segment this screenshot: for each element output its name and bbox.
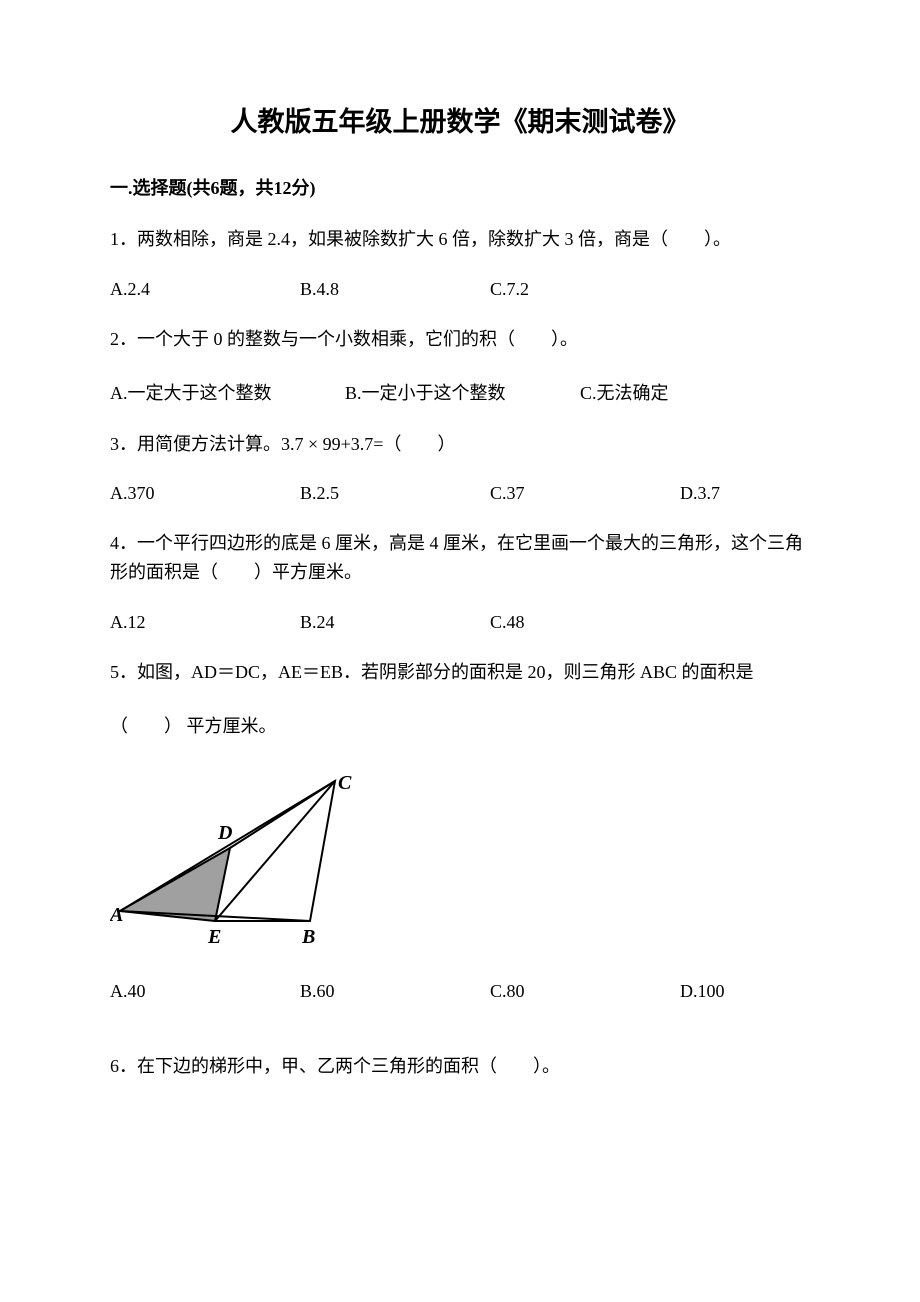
page-title: 人教版五年级上册数学《期末测试卷》: [110, 100, 810, 139]
question-2: 2．一个大于 0 的整数与一个小数相乘，它们的积（ ）。: [110, 325, 810, 354]
question-4: 4．一个平行四边形的底是 6 厘米，高是 4 厘米，在它里画一个最大的三角形，这…: [110, 529, 810, 587]
label-c: C: [338, 772, 352, 794]
q3-option-b: B.2.5: [300, 483, 490, 504]
label-d: D: [217, 822, 232, 844]
q4-option-a: A.12: [110, 612, 300, 633]
question-4-options: A.12 B.24 C.48: [110, 612, 810, 633]
line-dc: [230, 781, 335, 848]
question-1-options: A.2.4 B.4.8 C.7.2: [110, 279, 810, 300]
q5-option-c: C.80: [490, 981, 680, 1002]
q5-option-d: D.100: [680, 981, 725, 1002]
question-5-line2: （ ） 平方厘米。: [110, 712, 810, 741]
question-2-options: A.一定大于这个整数 B.一定小于这个整数 C.无法确定: [110, 379, 810, 405]
label-e: E: [207, 926, 221, 946]
question-1: 1．两数相除，商是 2.4，如果被除数扩大 6 倍，除数扩大 3 倍，商是（ ）…: [110, 225, 810, 254]
question-3-options: A.370 B.2.5 C.37 D.3.7: [110, 483, 810, 504]
q1-option-a: A.2.4: [110, 279, 300, 300]
q4-option-c: C.48: [490, 612, 680, 633]
question-6: 6．在下边的梯形中，甲、乙两个三角形的面积（ ）。: [110, 1052, 810, 1081]
section-header: 一.选择题(共6题，共12分): [110, 174, 810, 200]
q3-option-a: A.370: [110, 483, 300, 504]
q2-option-b: B.一定小于这个整数: [345, 379, 580, 405]
label-b: B: [301, 926, 315, 946]
question-3: 3．用简便方法计算。3.7 × 99+3.7=（ ）: [110, 430, 810, 459]
q5-option-b: B.60: [300, 981, 490, 1002]
q3-option-c: C.37: [490, 483, 680, 504]
question-5-line1: 5．如图，AD＝DC，AE＝EB．若阴影部分的面积是 20，则三角形 ABC 的…: [110, 658, 810, 687]
q2-option-c: C.无法确定: [580, 379, 669, 405]
line-ec: [215, 781, 335, 921]
q1-option-b: B.4.8: [300, 279, 490, 300]
q2-option-a: A.一定大于这个整数: [110, 379, 345, 405]
triangle-figure: A E B D C: [110, 771, 810, 951]
q5-option-a: A.40: [110, 981, 300, 1002]
label-a: A: [110, 904, 123, 926]
q1-option-c: C.7.2: [490, 279, 680, 300]
shaded-ade: [120, 848, 230, 921]
question-5-options: A.40 B.60 C.80 D.100: [110, 981, 810, 1002]
q3-option-d: D.3.7: [680, 483, 720, 504]
q4-option-b: B.24: [300, 612, 490, 633]
